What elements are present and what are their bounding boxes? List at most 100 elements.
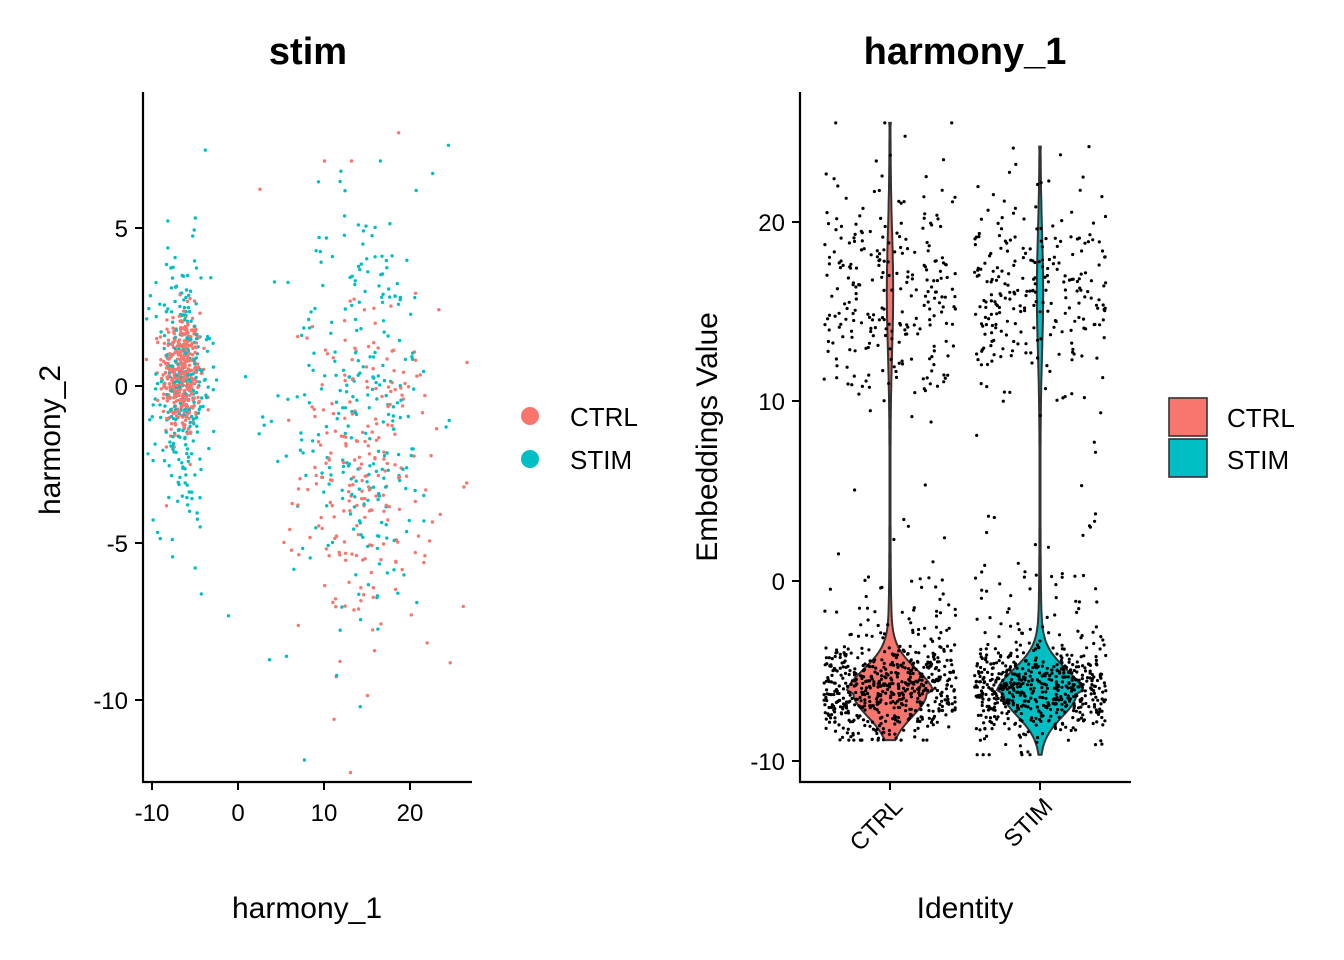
scatter-y-tick-label: -5 [107,531,128,558]
scatter-point-stim [192,400,196,404]
violin-point-stim [1041,696,1045,700]
scatter-point-stim [361,229,366,233]
scatter-point-stim [272,280,277,284]
violin-point-stim [1081,573,1086,578]
scatter-point-ctrl [196,395,200,400]
scatter-point-stim [205,395,209,400]
violin-point-ctrl [833,314,837,318]
violin-point-stim [1093,743,1098,747]
scatter-point-stim [385,451,389,455]
violin-point-ctrl [899,245,903,250]
violin-point-stim [1031,666,1035,670]
violin-point-ctrl [856,731,861,735]
violin-point-stim [975,352,979,356]
scatter-point-stim [353,282,357,287]
scatter-point-ctrl [287,418,291,422]
violin-point-ctrl [826,339,831,344]
violin-point-stim [1079,272,1083,276]
scatter-point-stim [180,494,184,498]
scatter-point-stim [393,294,397,298]
violin-point-stim [1083,295,1087,299]
violin-point-ctrl [883,650,887,654]
scatter-point-stim [276,394,280,398]
violin-point-stim [1065,653,1069,657]
violin-point-ctrl [935,213,939,217]
scatter-point-stim [159,415,163,420]
violin-point-stim [1035,356,1040,360]
violin-point-stim [1068,697,1072,701]
violin-point-ctrl [913,250,917,254]
scatter-point-stim [366,270,370,274]
violin-point-ctrl [914,650,918,654]
violin-point-ctrl [940,256,945,260]
scatter-point-ctrl [183,363,187,367]
violin-point-stim [1104,689,1108,693]
violin-point-ctrl [890,288,894,292]
violin-point-ctrl [841,696,846,700]
scatter-point-stim [316,433,321,437]
violin-point-ctrl [902,728,906,732]
violin-point-ctrl [866,345,870,350]
violin-point-stim [1029,670,1033,674]
scatter-point-stim [169,364,174,368]
violin-point-stim [1090,672,1094,677]
violin-point-ctrl [953,295,957,299]
violin-point-stim [1005,610,1010,614]
violin-point-stim [1045,666,1049,670]
violin-point-stim [973,674,977,678]
scatter-point-stim [352,505,357,509]
scatter-point-stim [191,417,195,421]
violin-point-ctrl [895,271,899,275]
scatter-point-stim [162,459,167,463]
violin-point-stim [1096,306,1100,310]
violin-point-stim [1061,396,1065,400]
violin-point-stim [1035,740,1039,744]
scatter-point-stim [314,526,318,530]
scatter-point-ctrl [190,377,195,381]
violin-point-stim [1038,639,1042,643]
violin-point-stim [978,305,982,309]
scatter-point-ctrl [175,357,180,361]
scatter-point-ctrl [187,343,191,348]
scatter-point-stim [206,385,210,389]
scatter-point-stim [169,473,174,478]
violin-point-stim [1052,325,1056,329]
violin-point-stim [1024,342,1028,346]
violin-point-ctrl [880,715,884,719]
violin-point-ctrl [894,375,899,379]
scatter-point-stim [368,437,372,441]
scatter-point-ctrl [386,518,390,522]
violin-point-ctrl [829,705,833,710]
scatter-point-stim [300,438,304,442]
scatter-point-ctrl [193,381,197,386]
violin-point-ctrl [909,695,914,699]
violin-point-ctrl [916,332,920,336]
violin-point-stim [980,570,984,574]
violin-point-stim [1040,690,1044,694]
scatter-point-stim [396,591,400,595]
violin-point-ctrl [923,265,928,269]
scatter-point-stim [189,414,194,419]
scatter-point-stim [198,457,202,461]
violin-point-stim [989,299,994,303]
violin-point-stim [1039,181,1043,185]
violin-point-ctrl [896,671,900,676]
violin-point-stim [1093,322,1097,326]
violin-point-stim [1095,356,1099,360]
scatter-point-ctrl [461,604,465,609]
violin-point-ctrl [932,314,936,318]
violin-point-ctrl [860,651,864,655]
violin-point-ctrl [830,294,834,298]
violin-point-ctrl [887,732,892,736]
violin-point-stim [979,596,984,600]
violin-point-ctrl [825,662,829,666]
violin-point-stim [979,665,983,670]
scatter-point-stim [185,495,189,500]
violin-point-ctrl [880,674,884,678]
violin-point-ctrl [851,311,855,316]
violin-point-stim [1052,665,1056,669]
violin-point-stim [1103,684,1107,688]
violin-point-ctrl [833,720,837,724]
violin-point-stim [994,302,998,306]
violin-point-stim [980,700,984,704]
